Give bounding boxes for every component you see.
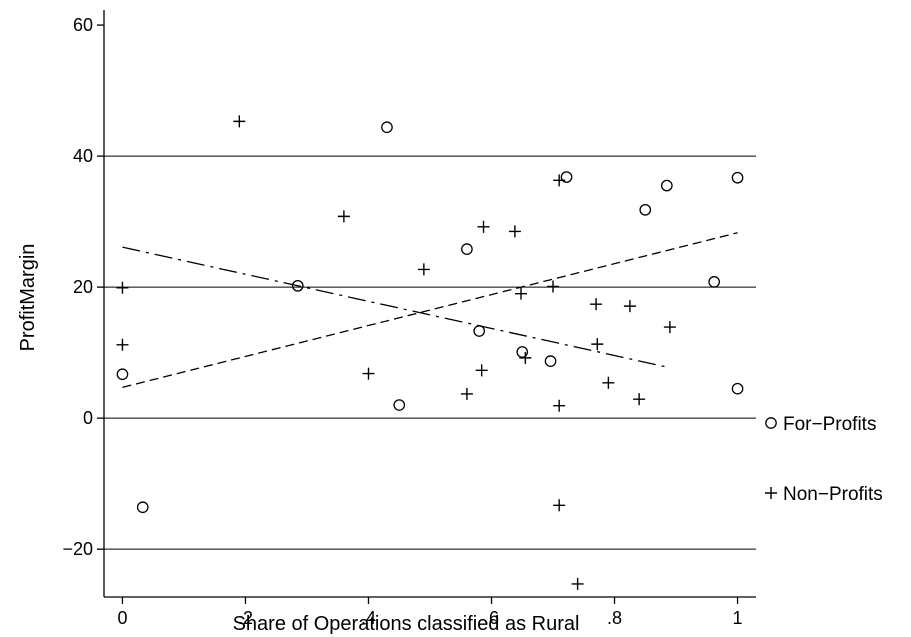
point-circle <box>544 355 557 368</box>
x-tick-label: 1 <box>733 608 743 628</box>
point-plus <box>633 393 646 406</box>
point-plus <box>508 225 521 238</box>
data-points <box>116 115 744 590</box>
point-plus <box>553 174 566 187</box>
tick-marks: −20 0 20 40 60 0 .2 .4 .6 .8 1 <box>62 15 742 628</box>
point-plus <box>623 300 636 313</box>
point-circle <box>291 279 304 292</box>
y-tick-label: 40 <box>73 146 93 166</box>
x-tick-label: .4 <box>361 608 376 628</box>
point-circle <box>560 171 573 183</box>
x-axis-title: Share of Operations classified as Rural <box>233 613 580 635</box>
point-circle <box>708 276 721 288</box>
x-tick-label: .6 <box>484 608 499 628</box>
point-plus <box>547 280 560 293</box>
point-plus <box>553 399 566 412</box>
point-circle <box>461 243 473 255</box>
y-tick-label: 0 <box>83 408 93 428</box>
legend: For−Profits Non−Profits <box>765 414 883 505</box>
point-plus <box>460 387 473 400</box>
point-plus <box>116 281 129 294</box>
fit-lines <box>122 232 738 388</box>
point-circle <box>731 382 744 395</box>
y-tick-label: −20 <box>62 539 93 559</box>
point-plus <box>519 351 532 364</box>
y-tick-label: 20 <box>73 277 93 297</box>
point-plus <box>571 577 584 590</box>
x-tick-label: .8 <box>607 608 622 628</box>
y-axis-title: ProfitMargin <box>17 244 39 352</box>
point-plus <box>663 321 676 334</box>
gridlines <box>104 155 756 550</box>
point-plus <box>591 338 604 351</box>
point-plus <box>233 115 246 128</box>
legend-marker-circle <box>765 417 777 429</box>
fit-line-series-1 <box>122 246 671 369</box>
point-circle <box>660 179 673 192</box>
point-plus <box>515 287 528 300</box>
point-plus <box>475 364 488 377</box>
point-circle <box>381 121 393 134</box>
point-circle <box>473 325 486 337</box>
point-plus <box>602 376 615 389</box>
x-tick-label: 0 <box>117 608 127 628</box>
point-plus <box>553 499 566 512</box>
legend-label: For−Profits <box>783 414 876 435</box>
axes <box>103 10 756 598</box>
fit-line-series-0 <box>122 232 738 388</box>
point-plus <box>362 367 375 380</box>
point-plus <box>337 210 350 223</box>
point-circle <box>116 368 129 381</box>
point-plus <box>477 220 490 233</box>
point-plus <box>590 298 603 311</box>
legend-marker-plus <box>765 487 777 499</box>
point-circle <box>393 399 406 411</box>
y-tick-label: 60 <box>73 15 93 35</box>
point-circle <box>731 171 744 184</box>
point-circle <box>136 501 149 514</box>
point-plus <box>417 263 430 276</box>
legend-label: Non−Profits <box>783 484 883 505</box>
x-tick-label: .2 <box>238 608 253 628</box>
point-plus <box>116 338 129 351</box>
point-circle <box>639 203 652 216</box>
